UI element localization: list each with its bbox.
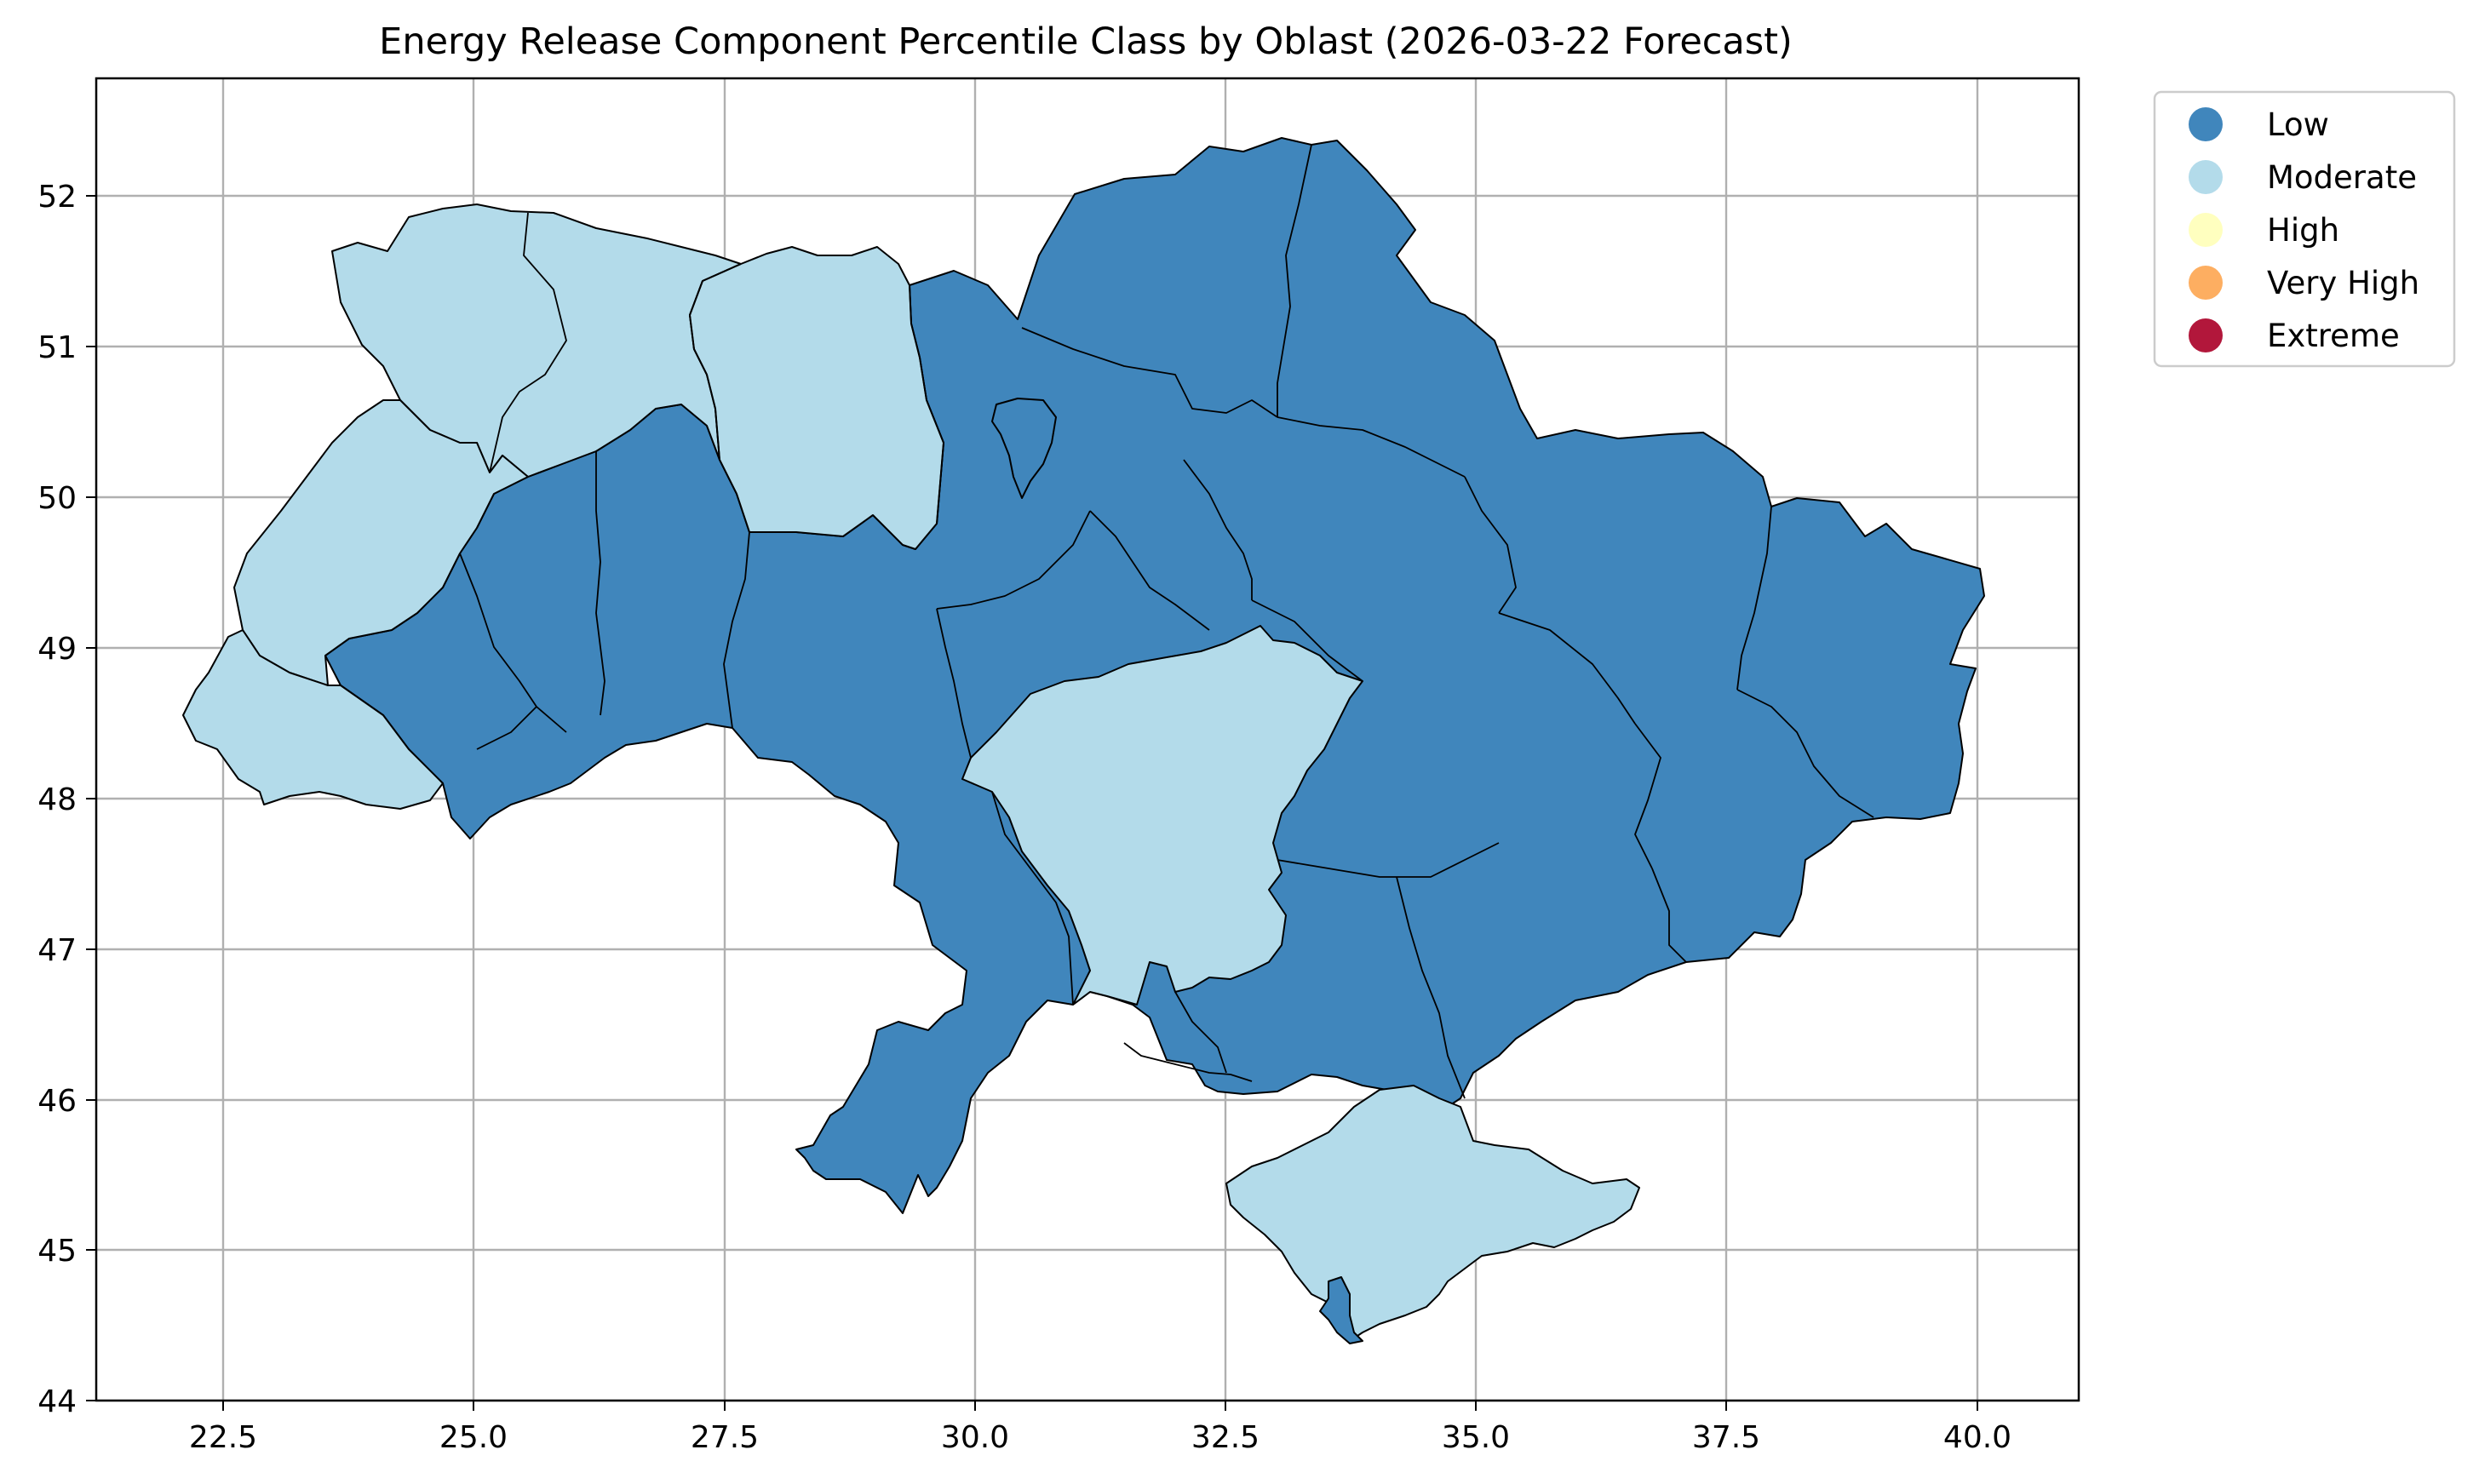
x-tick-label: 40.0	[1943, 1420, 2011, 1455]
legend-marker-extreme	[2189, 318, 2223, 352]
y-tick-label: 50	[37, 481, 77, 516]
y-tick-label: 47	[37, 933, 77, 968]
x-tick-label: 22.5	[189, 1420, 257, 1455]
x-tick-label: 30.0	[941, 1420, 1009, 1455]
legend: Low Moderate High Very High Extreme	[2155, 92, 2454, 366]
y-tick-label: 49	[37, 632, 77, 667]
legend-marker-high	[2189, 213, 2223, 247]
legend-label-low: Low	[2267, 106, 2329, 143]
x-tick-label: 37.5	[1692, 1420, 1760, 1455]
y-tick-label: 48	[37, 782, 77, 817]
legend-label-extreme: Extreme	[2267, 318, 2400, 354]
y-tick-label: 51	[37, 330, 77, 365]
region-moderate-crimea[interactable]	[1226, 1086, 1639, 1341]
x-tick-label: 35.0	[1442, 1420, 1510, 1455]
legend-marker-very-high	[2189, 266, 2223, 300]
legend-label-moderate: Moderate	[2267, 159, 2417, 196]
x-tick-label: 27.5	[691, 1420, 759, 1455]
y-axis: 52 51 50 49 48 47 46 45 44	[37, 180, 96, 1419]
legend-label-very-high: Very High	[2267, 265, 2419, 301]
x-tick-label: 32.5	[1191, 1420, 1260, 1455]
y-tick-label: 44	[37, 1384, 77, 1419]
x-tick-label: 25.0	[439, 1420, 508, 1455]
map-plot-area	[96, 78, 2079, 1401]
y-tick-label: 52	[37, 180, 77, 215]
legend-marker-low	[2189, 107, 2223, 141]
y-tick-label: 45	[37, 1234, 77, 1269]
map-title: Energy Release Component Percentile Clas…	[379, 20, 1793, 63]
x-axis: 22.5 25.0 27.5 30.0 32.5 35.0 37.5 40.0	[189, 1401, 2011, 1455]
legend-label-high: High	[2267, 212, 2339, 249]
y-tick-label: 46	[37, 1084, 77, 1119]
legend-marker-moderate	[2189, 160, 2223, 194]
oblast-regions	[183, 138, 1984, 1344]
